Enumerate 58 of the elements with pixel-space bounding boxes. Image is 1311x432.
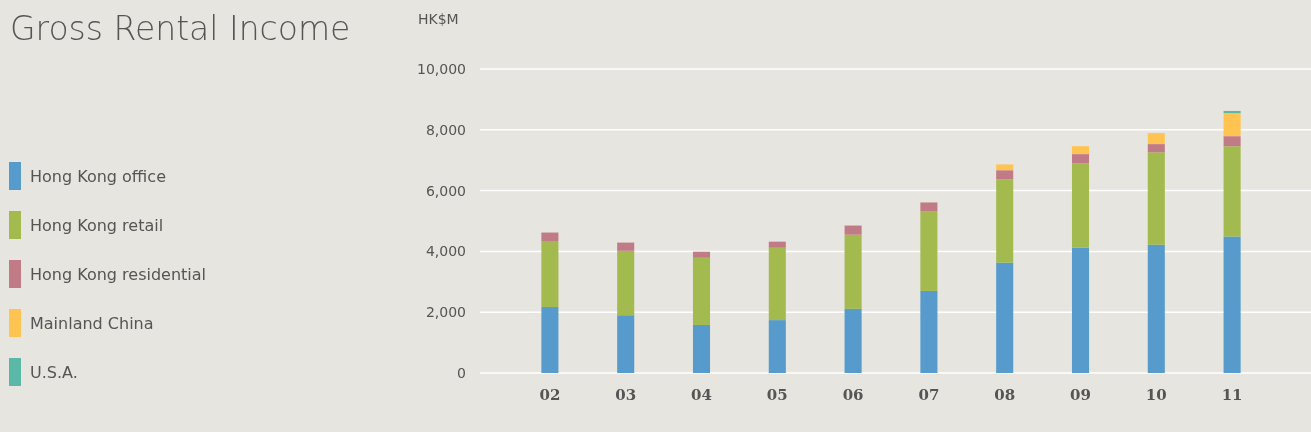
bar	[996, 170, 1014, 180]
bar	[1147, 144, 1165, 153]
bar	[692, 257, 711, 325]
bar	[617, 242, 635, 251]
x-tick-label: 07	[918, 386, 940, 404]
x-tick-label: 03	[615, 386, 637, 404]
x-tick-label: 06	[842, 386, 864, 404]
bar	[844, 234, 862, 309]
x-tick-label: 02	[539, 386, 561, 404]
x-tick-label: 04	[691, 386, 712, 404]
bar	[617, 250, 635, 316]
bar	[768, 320, 786, 373]
bar	[1223, 146, 1241, 237]
x-tick-label: 05	[766, 386, 788, 404]
x-tick-label: 09	[1070, 386, 1091, 404]
y-tick-label: 2,000	[425, 304, 466, 321]
bar	[768, 247, 786, 321]
bar	[920, 202, 938, 212]
bar	[1071, 163, 1090, 248]
bar	[768, 241, 786, 248]
bar	[1223, 136, 1241, 147]
bar	[920, 290, 938, 373]
bar	[1223, 113, 1241, 137]
bar	[1223, 110, 1241, 114]
bar	[692, 324, 711, 373]
x-tick-label: 08	[994, 386, 1016, 404]
y-tick-label: 10,000	[417, 60, 466, 77]
bar	[617, 315, 635, 373]
bar	[996, 164, 1014, 171]
x-tick-label: 11	[1221, 386, 1243, 404]
text: Gross Rental Income	[10, 9, 351, 48]
bar	[541, 241, 559, 308]
legend-label: Mainland China	[30, 313, 154, 333]
y-tick-label: 4,000	[425, 243, 466, 260]
bar	[1147, 244, 1165, 373]
bar	[541, 232, 559, 242]
bar	[1071, 146, 1090, 155]
bar	[541, 307, 559, 373]
y-tick-label: 6,000	[425, 182, 466, 199]
legend-label: Hong Kong office	[30, 166, 166, 186]
x-tick-label: 10	[1145, 386, 1167, 404]
bar	[692, 251, 711, 258]
bar	[844, 225, 862, 235]
bar	[844, 308, 862, 373]
y-tick-label: 0	[457, 364, 466, 381]
bar	[920, 211, 938, 291]
bar	[1147, 133, 1165, 145]
bar	[1223, 236, 1241, 373]
bar	[1071, 247, 1090, 373]
legend-label: Hong Kong residential	[30, 264, 207, 284]
y-axis-title: HK$M	[418, 11, 459, 27]
y-tick-label: 8,000	[425, 121, 466, 138]
bar	[996, 179, 1014, 263]
bar	[996, 262, 1014, 373]
bar	[1071, 154, 1090, 164]
legend-label: Hong Kong retail	[30, 215, 164, 235]
legend-label: U.S.A.	[30, 362, 78, 382]
bar	[1147, 152, 1165, 245]
